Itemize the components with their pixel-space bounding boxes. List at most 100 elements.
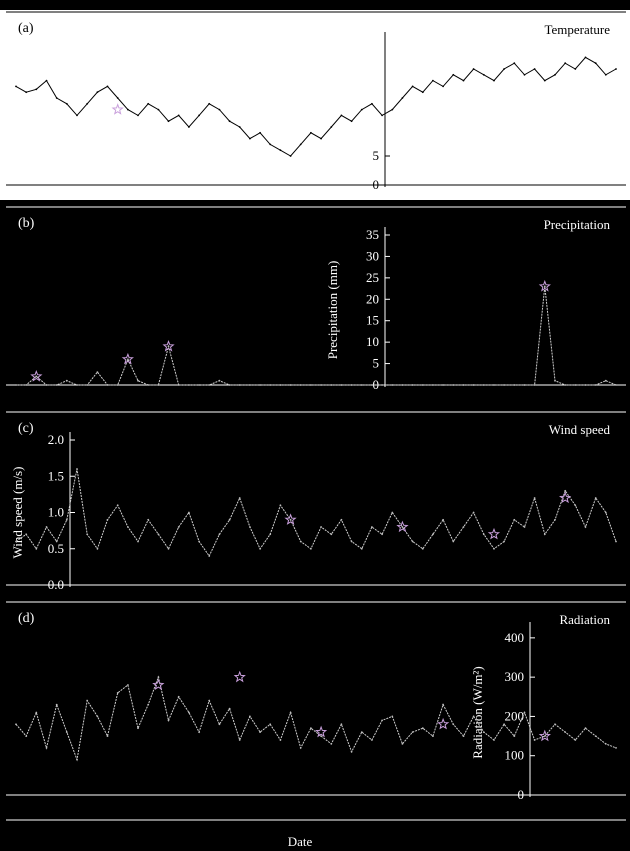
- panel-2-point-0: [15, 384, 17, 386]
- panel-1-point-20: [218, 108, 221, 111]
- panel-1-point-35: [371, 102, 373, 105]
- panel-4-point-39: [411, 731, 414, 733]
- panel-4-point-6: [76, 758, 78, 761]
- panel-2-point-24: [259, 384, 261, 386]
- panel-1-legend: Temperature: [545, 22, 611, 37]
- panel-3-point-7: [86, 533, 89, 536]
- panel-2-point-2: [35, 375, 38, 378]
- panel-1-point-30: [320, 137, 322, 140]
- panel-3-point-34: [360, 547, 363, 550]
- panel-2-legend: Precipitation: [544, 217, 611, 232]
- panel-4-tick-label-0: 400: [505, 630, 525, 645]
- panel-3-point-30: [320, 526, 322, 528]
- panel-4-star-marker-1: [233, 670, 246, 683]
- panel-4-point-1: [25, 735, 28, 737]
- panel-1-point-14: [157, 108, 160, 111]
- panel-4-point-37: [391, 715, 394, 718]
- panel-4-point-40: [421, 727, 424, 730]
- panel-3-point-1: [25, 533, 28, 536]
- panel-1-point-50: [523, 73, 526, 76]
- panel-1-point-31: [330, 126, 333, 128]
- panel-1-point-41: [432, 79, 434, 82]
- panel-3-point-57: [594, 497, 597, 499]
- panel-1-point-27: [289, 155, 292, 157]
- panel-3-star-marker-0: [284, 513, 297, 525]
- panel-1-point-21: [228, 120, 231, 123]
- panel-4-star-marker-2: [314, 725, 328, 738]
- panel-1-point-5: [65, 102, 68, 105]
- panel-4-point-51: [533, 739, 536, 741]
- panel-2-label: (b): [18, 216, 35, 231]
- panel-2-point-58: [604, 379, 607, 382]
- panel-1-point-44: [462, 79, 465, 82]
- panel-4-point-9: [106, 735, 109, 737]
- panel-2-point-11: [127, 358, 129, 361]
- panel-2-point-44: [462, 384, 465, 386]
- panel-3-point-47: [493, 547, 495, 550]
- panel-3-point-45: [472, 511, 475, 514]
- panel-1-point-3: [45, 79, 48, 82]
- panel-4-point-3: [45, 747, 48, 749]
- panel-2-point-55: [574, 384, 577, 386]
- panel-1-point-32: [340, 114, 343, 117]
- panel-3-point-10: [116, 504, 119, 507]
- panel-1-tick-label-0: 5: [373, 148, 380, 163]
- panel-1-point-33: [350, 120, 353, 123]
- panel-3-tick-label-3: 0.5: [48, 541, 64, 556]
- panel-4-point-8: [96, 715, 99, 718]
- panel-1-point-49: [513, 62, 516, 65]
- panel-3-point-22: [238, 497, 241, 499]
- panel-3-point-25: [269, 533, 272, 536]
- panel-2-point-41: [432, 384, 434, 386]
- panel-2-point-57: [594, 384, 597, 386]
- panel-4-point-31: [330, 743, 333, 745]
- panel-4-point-17: [188, 711, 190, 714]
- panel-2-point-10: [116, 384, 119, 386]
- panel-1-series-line: [15, 56, 617, 157]
- panel-3-point-16: [177, 526, 180, 528]
- panel-1-point-47: [493, 79, 495, 82]
- panel-1-point-42: [442, 85, 444, 88]
- panel-1-point-45: [472, 68, 475, 70]
- panel-3-star-marker-3: [559, 491, 572, 504]
- panel-4-point-28: [299, 747, 302, 749]
- panel-3-point-35: [371, 526, 373, 528]
- panel-3-point-56: [584, 526, 587, 528]
- panel-2-star-marker-0: [30, 369, 43, 382]
- panel-1-point-23: [249, 137, 251, 140]
- panel-1-point-10: [116, 97, 119, 99]
- panel-3-point-46: [482, 533, 485, 536]
- panel-3-point-15: [167, 547, 170, 550]
- panel-4-point-10: [116, 692, 119, 694]
- panel-2-point-1: [25, 384, 28, 386]
- panel-4-star-marker-4: [538, 729, 551, 742]
- panel-4-point-42: [442, 703, 444, 706]
- panel-4-point-35: [371, 739, 373, 741]
- panel-4-point-11: [127, 684, 129, 686]
- panel-4-series-line: [15, 675, 617, 762]
- panel-2-point-45: [472, 384, 475, 386]
- panel-2-point-9: [106, 384, 109, 386]
- panel-2-point-8: [96, 371, 99, 373]
- panel-4-point-24: [259, 731, 261, 733]
- panel-4-point-7: [86, 699, 89, 702]
- panel-3-point-49: [513, 518, 516, 521]
- panel-3-tick-label-1: 1.5: [48, 468, 64, 483]
- panel-2-tick-label-5: 10: [366, 334, 379, 349]
- panel-4-point-4: [55, 703, 58, 706]
- panel-4-tick-label-3: 100: [505, 748, 525, 763]
- panel-3-point-3: [45, 526, 48, 528]
- panel-3-point-27: [289, 518, 292, 521]
- panel-2-point-42: [442, 384, 444, 386]
- panel-4-point-21: [228, 707, 231, 710]
- panel-4-point-41: [432, 735, 434, 737]
- panel-2-point-5: [65, 379, 68, 382]
- panel-2-tick-label-6: 5: [373, 356, 380, 371]
- panel-2-point-47: [493, 384, 495, 386]
- panel-3-point-9: [106, 518, 109, 521]
- panel-4-point-36: [381, 719, 383, 722]
- panel-3-point-14: [157, 533, 160, 536]
- panel-2-point-15: [167, 345, 170, 348]
- panel-4-point-59: [615, 747, 617, 749]
- panel-2-point-37: [391, 384, 394, 386]
